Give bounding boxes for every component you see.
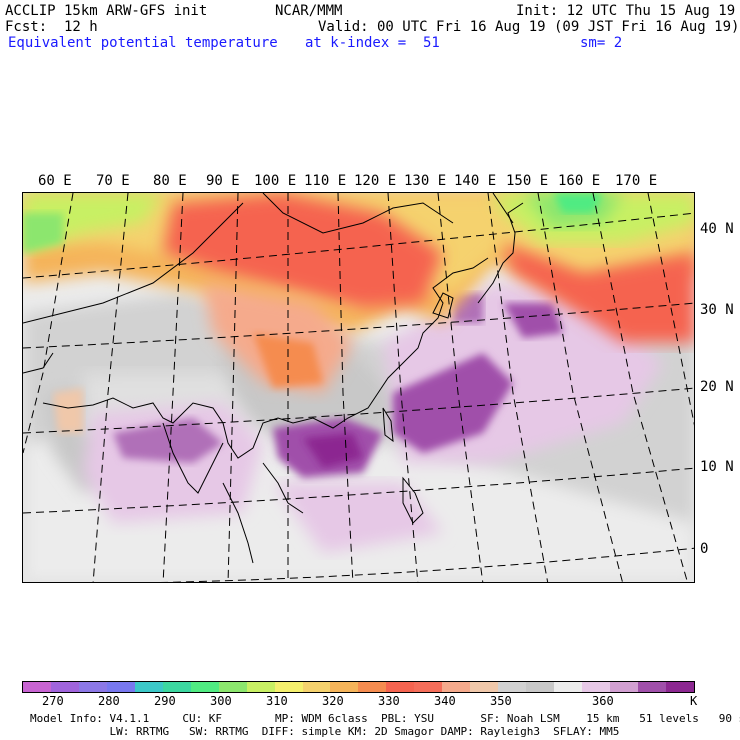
colorbar-swatch (665, 682, 694, 692)
colorbar-tick: 310 (266, 694, 288, 708)
lon-label: 70 E (96, 173, 130, 189)
colorbar-swatch (23, 682, 51, 692)
colorbar-tick: 330 (378, 694, 400, 708)
lon-label: 80 E (153, 173, 187, 189)
colorbar-tick: 280 (98, 694, 120, 708)
colorbar-swatch (442, 682, 471, 692)
forecast-hour: 12 h (64, 19, 98, 35)
lat-label: 30 N (700, 302, 734, 318)
colorbar-swatch (526, 682, 555, 692)
lat-label: 40 N (700, 221, 734, 237)
lon-label: 120 E (354, 173, 397, 189)
forecast-label: Fcst: (5, 19, 48, 35)
colorbar-swatch (470, 682, 499, 692)
model-info-line2: LW: RRTMG SW: RRTMG DIFF: simple KM: 2D … (30, 725, 620, 738)
lon-label: 170 E (615, 173, 658, 189)
colorbar-tick: 350 (490, 694, 512, 708)
colorbar-swatch (554, 682, 583, 692)
colorbar-swatch (498, 682, 527, 692)
colorbar-swatch (106, 682, 135, 692)
lat-lon-grid (23, 193, 694, 582)
colorbar-swatch (610, 682, 638, 692)
colorbar-swatch (162, 682, 191, 692)
lon-label: 90 E (206, 173, 240, 189)
lat-label: 20 N (700, 379, 734, 395)
lon-label: 140 E (454, 173, 497, 189)
colorbar-tick: 320 (322, 694, 344, 708)
colorbar-swatch (50, 682, 79, 692)
lon-label: 100 E (254, 173, 297, 189)
colorbar-swatch (274, 682, 303, 692)
field-name: Equivalent potential temperature (8, 35, 278, 51)
colorbar-swatch (582, 682, 611, 692)
lat-label: 10 N (700, 459, 734, 475)
lon-label: 160 E (558, 173, 601, 189)
colorbar-tick: 270 (42, 694, 64, 708)
model-title: ACCLIP 15km ARW-GFS init (5, 3, 208, 19)
colorbar-swatch (386, 682, 415, 692)
colorbar (22, 681, 695, 693)
colorbar-swatch (246, 682, 275, 692)
level-label: at k-index = 51 (305, 35, 440, 51)
theta-e-map (22, 192, 695, 583)
lon-label: 110 E (304, 173, 347, 189)
lat-label: 0 (700, 541, 709, 557)
init-time: Init: 12 UTC Thu 15 Aug 19 (516, 3, 736, 19)
colorbar-swatch (78, 682, 107, 692)
colorbar-swatch (190, 682, 219, 692)
colorbar-swatch (218, 682, 247, 692)
light-purple-area (83, 403, 263, 523)
colorbar-swatch (330, 682, 359, 692)
colorbar-unit: K (690, 694, 698, 708)
model-info-line1: Model Info: V4.1.1 CU: KF MP: WDM 6class… (30, 712, 740, 725)
colorbar-swatch (134, 682, 163, 692)
center-label: NCAR/MMM (275, 3, 343, 19)
lon-label: 150 E (506, 173, 549, 189)
smoothing-label: sm= 2 (580, 35, 623, 51)
colorbar-tick: 300 (210, 694, 232, 708)
colorbar-swatch (358, 682, 387, 692)
colorbar-tick: 360 (592, 694, 614, 708)
lon-label: 60 E (38, 173, 72, 189)
colorbar-tick: 340 (434, 694, 456, 708)
colorbar-swatch (414, 682, 443, 692)
colorbar-swatch (302, 682, 331, 692)
lon-label: 130 E (404, 173, 447, 189)
colorbar-swatch (637, 682, 666, 692)
colorbar-tick: 290 (154, 694, 176, 708)
map-canvas (23, 193, 694, 582)
valid-time: Valid: 00 UTC Fri 16 Aug 19 (09 JST Fri … (318, 19, 740, 35)
